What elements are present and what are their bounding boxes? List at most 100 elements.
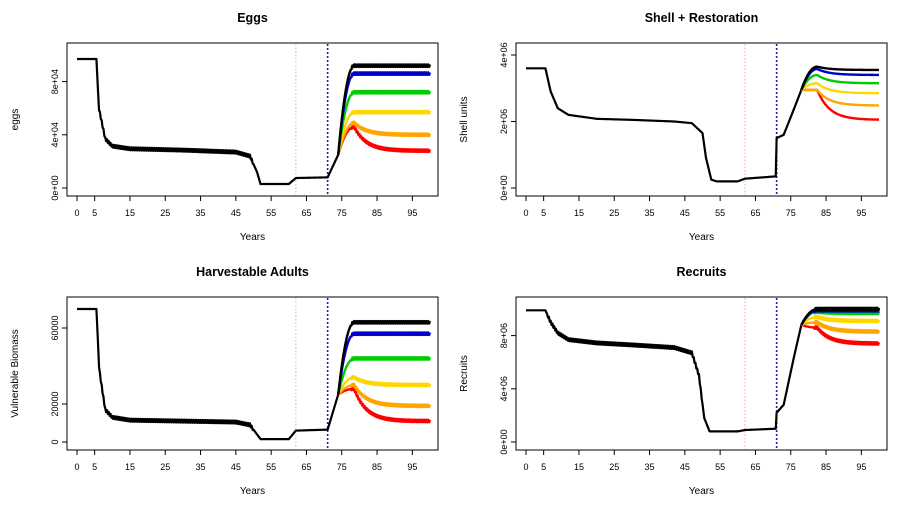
- x-tick-label: 15: [125, 208, 135, 218]
- series-line-0000cd: [800, 67, 880, 91]
- x-tick-label: 85: [372, 462, 382, 472]
- x-tick-label: 5: [541, 208, 546, 218]
- y-tick-label: 2e+06: [499, 109, 509, 134]
- y-axis-label: Vulnerable Biomass: [10, 329, 21, 418]
- x-tick-label: 55: [266, 462, 276, 472]
- chart-shell-restoration: Shell + Restoration 0 5 15 25 35 45 55 65 75 85 95 Y…: [459, 11, 888, 243]
- y-tick-label: 4e+04: [50, 122, 60, 147]
- x-axis-label: Years: [689, 232, 714, 243]
- series-line-000000: [800, 65, 880, 91]
- y-axis-label: Shell units: [459, 96, 470, 142]
- chart-title: Recruits: [676, 265, 726, 279]
- x-tick-label: 25: [160, 208, 170, 218]
- series-line-0000cd: [337, 71, 432, 155]
- y-tick-label: 20000: [50, 391, 60, 416]
- x-tick-label: 5: [92, 208, 97, 218]
- x-tick-label: 15: [125, 462, 135, 472]
- x-tick-label: 45: [231, 208, 241, 218]
- y-tick-label: 0e+00: [499, 175, 509, 200]
- x-tick-label: 55: [715, 462, 725, 472]
- panel-harvestable-adults: Harvestable Adults 0 5 15 25 35 45 55 65 75 85 95 Ye…: [0, 254, 448, 508]
- chart-title: Eggs: [237, 11, 268, 25]
- x-tick-label: 75: [786, 208, 796, 218]
- chart-eggs: Eggs 0 5 15 25 35 45 55 65 75 85 95 Years 0e+00 4e+04 8…: [10, 11, 439, 243]
- x-tick-label: 5: [541, 462, 546, 472]
- series-line-00cc00: [337, 356, 432, 395]
- x-tick-label: 35: [645, 208, 655, 218]
- plot-frame: [66, 296, 439, 451]
- x-tick-label: 35: [196, 462, 206, 472]
- x-axis-label: Years: [689, 486, 714, 497]
- x-tick-label: 0: [74, 462, 79, 472]
- chart-harvestable-adults: Harvestable Adults 0 5 15 25 35 45 55 65 75 85 95 Ye…: [10, 265, 439, 497]
- x-tick-label: 65: [301, 462, 311, 472]
- series-line-baseline: [525, 67, 803, 183]
- series-line-ffd700: [800, 314, 881, 326]
- chart-recruits: Recruits 0 5 15 25 35 45 55 65 75 85 95 Years 0e+00 4e…: [459, 265, 888, 497]
- panel-eggs: Eggs 0 5 15 25 35 45 55 65 75 85 95 Years 0e+00 4e+04 8…: [0, 0, 448, 254]
- x-tick-label: 0: [523, 208, 528, 218]
- x-tick-label: 55: [266, 208, 276, 218]
- series-line-00cc00: [800, 73, 880, 91]
- series-line-ffd700: [337, 375, 432, 396]
- x-tick-label: 0: [523, 462, 528, 472]
- x-tick-label: 25: [609, 208, 619, 218]
- x-tick-label: 55: [715, 208, 725, 218]
- x-tick-label: 85: [821, 462, 831, 472]
- series-line-ffd700: [800, 82, 880, 95]
- panel-recruits: Recruits 0 5 15 25 35 45 55 65 75 85 95 Years 0e+00 4e…: [449, 254, 897, 508]
- x-tick-label: 95: [856, 462, 866, 472]
- plot-frame: [515, 296, 888, 451]
- y-tick-label: 0e+00: [499, 429, 509, 454]
- x-tick-label: 95: [407, 208, 417, 218]
- plot-frame: [66, 42, 439, 197]
- x-tick-label: 25: [160, 462, 170, 472]
- x-tick-label: 0: [74, 208, 79, 218]
- x-tick-label: 35: [645, 462, 655, 472]
- x-tick-label: 15: [574, 208, 584, 218]
- series-line-ff0000: [800, 323, 881, 346]
- x-tick-label: 45: [680, 462, 690, 472]
- x-tick-label: 45: [231, 462, 241, 472]
- x-tick-label: 75: [337, 462, 347, 472]
- series-line-000000: [800, 306, 881, 326]
- chart-title: Shell + Restoration: [645, 11, 759, 25]
- series-line-baseline: [76, 307, 340, 441]
- y-tick-label: 8e+06: [499, 323, 509, 348]
- series-line-ffa500: [801, 88, 880, 107]
- x-tick-label: 85: [372, 208, 382, 218]
- x-tick-label: 65: [750, 208, 760, 218]
- y-axis-label: Recruits: [459, 355, 470, 392]
- y-tick-label: 4e+06: [499, 42, 509, 67]
- x-tick-label: 45: [680, 208, 690, 218]
- series-line-baseline: [525, 309, 803, 433]
- x-axis-label: Years: [240, 486, 265, 497]
- x-tick-label: 75: [337, 208, 347, 218]
- x-tick-label: 65: [301, 208, 311, 218]
- series-line-ff0000: [337, 124, 432, 156]
- series-line-0000cd: [337, 331, 432, 395]
- x-tick-label: 75: [786, 462, 796, 472]
- panel-shell-restoration: Shell + Restoration 0 5 15 25 35 45 55 65 75 85 95 Y…: [449, 0, 897, 254]
- series-line-ffd700: [337, 109, 432, 155]
- plot-frame: [515, 42, 888, 197]
- series-line-ffa500: [800, 319, 881, 334]
- series-line-000000: [337, 63, 432, 155]
- series-line-baseline: [76, 57, 340, 186]
- x-tick-label: 35: [196, 208, 206, 218]
- x-tick-label: 85: [821, 208, 831, 218]
- y-tick-label: 60000: [50, 315, 60, 340]
- y-axis-label: eggs: [10, 109, 21, 131]
- chart-title: Harvestable Adults: [196, 265, 309, 279]
- x-tick-label: 95: [407, 462, 417, 472]
- x-axis-label: Years: [240, 232, 265, 243]
- y-tick-label: 0e+00: [50, 175, 60, 200]
- y-tick-label: 0: [50, 439, 60, 444]
- series-line-ff0000: [337, 386, 432, 424]
- series-line-000000: [337, 319, 432, 395]
- series-line-ffa500: [337, 120, 432, 156]
- x-tick-label: 95: [856, 208, 866, 218]
- x-tick-label: 5: [92, 462, 97, 472]
- x-tick-label: 15: [574, 462, 584, 472]
